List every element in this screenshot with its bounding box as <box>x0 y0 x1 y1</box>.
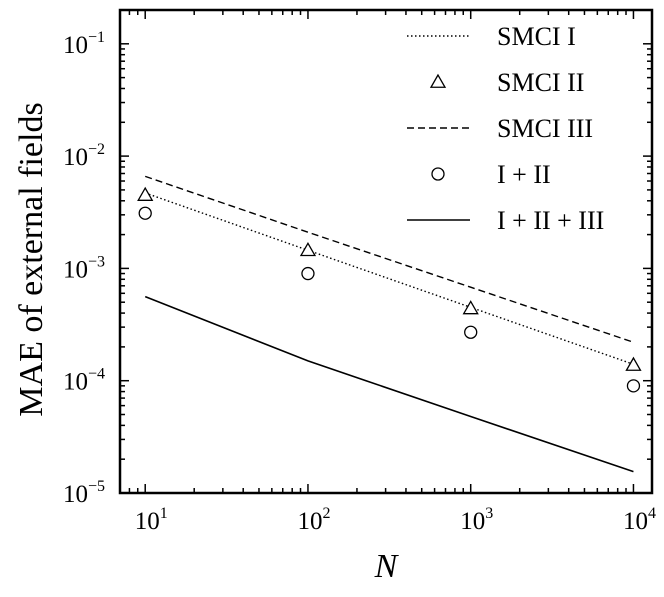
y-tick-label: 10−4 <box>63 366 105 396</box>
x-tick-label: 104 <box>623 505 656 535</box>
series-line-smci-iii <box>144 175 634 343</box>
x-tick-label: 102 <box>297 505 330 535</box>
y-tick-label: 10−2 <box>63 141 105 171</box>
data-marks <box>137 175 642 473</box>
series-line-i-ii-iii <box>144 295 634 473</box>
legend-item: SMCI I <box>407 22 576 51</box>
y-axis-label: MAE of external fields <box>13 102 50 416</box>
legend-label: I + II + III <box>497 206 604 235</box>
series-point-i-ii <box>626 379 641 393</box>
series-point-i-ii <box>138 206 152 220</box>
y-tick-label: 10−1 <box>63 29 105 59</box>
legend: SMCI I SMCI II SMCI III I + II I + II + III <box>407 22 604 235</box>
series-point-smci-ii <box>462 300 479 315</box>
legend-label: SMCI I <box>497 22 576 51</box>
x-axis-label: N <box>374 548 400 585</box>
legend-item: I + II <box>431 160 551 189</box>
legend-label: SMCI II <box>497 68 584 97</box>
series-point-i-ii <box>301 266 315 281</box>
x-tick-label: 101 <box>135 505 168 535</box>
legend-swatch <box>429 73 447 88</box>
series-point-smci-ii <box>299 241 317 257</box>
axis-ticks: 101 102 103 104 10−5 10−4 10−3 10−2 10−1 <box>63 9 656 535</box>
series-point-smci-ii <box>137 186 154 201</box>
legend-label: SMCI III <box>497 114 593 143</box>
legend-item: SMCI II <box>429 68 584 97</box>
legend-item: SMCI III <box>407 114 593 143</box>
y-tick-label: 10−5 <box>63 478 105 508</box>
legend-swatch <box>431 167 445 181</box>
y-tick-label: 10−3 <box>63 253 105 283</box>
x-tick-label: 103 <box>460 505 493 535</box>
legend-label: I + II <box>497 160 551 189</box>
series-point-smci-ii <box>625 356 642 371</box>
legend-item: I + II + III <box>407 206 604 235</box>
series-point-i-ii <box>464 325 478 339</box>
